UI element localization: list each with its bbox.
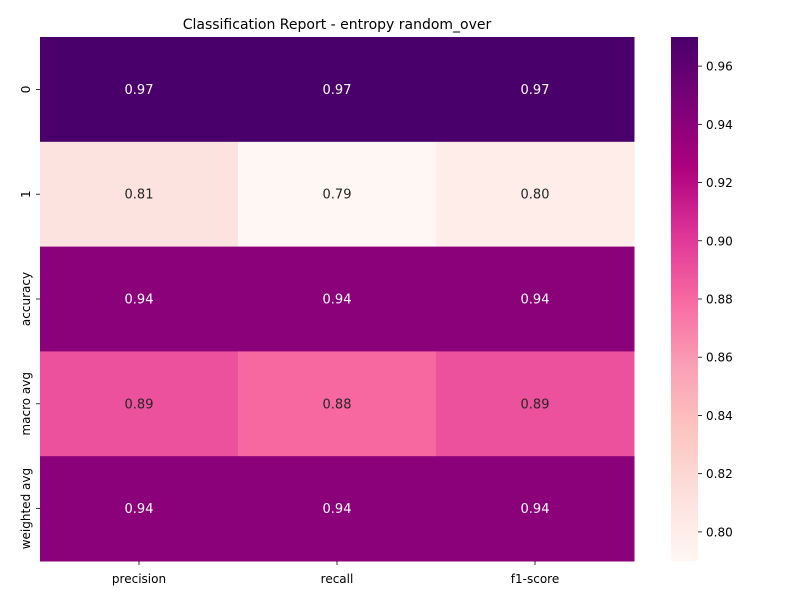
column-label: precision: [112, 572, 166, 586]
cell-value-label: 0.94: [521, 293, 550, 308]
row-label: accuracy: [19, 272, 33, 326]
heatmap-cell: [238, 351, 437, 457]
colorbar-tick-label: 0.96: [706, 60, 733, 74]
cell-value-label: 0.80: [521, 188, 550, 203]
cell-value-label: 0.97: [323, 83, 352, 98]
cell-value-label: 0.88: [323, 397, 352, 412]
cell-value-label: 0.89: [125, 397, 154, 412]
heatmap-cell: [40, 141, 239, 248]
column-label: recall: [321, 572, 354, 586]
cell-value-label: 0.94: [521, 502, 550, 517]
column-labels: precision recall f1-score: [112, 561, 559, 586]
chart-title: Classification Report - entropy random_o…: [183, 17, 492, 33]
colorbar-tick-label: 0.84: [706, 409, 733, 423]
cell-value-label: 0.94: [125, 502, 154, 517]
colorbar-gradient: [671, 37, 698, 561]
heatmap-cell: [40, 456, 239, 562]
heatmap-cells: 0.97 0.97 0.97 0.81 0.79 0.80 0.94 0.94 0.94 0.89…: [40, 37, 635, 562]
heatmap-cell: [40, 351, 239, 457]
cell-value-label: 0.97: [521, 83, 550, 98]
heatmap-cell: [436, 456, 635, 562]
colorbar: 0.80 0.82 0.84 0.86 0.88 0.90 0.92 0.94 0.96: [671, 37, 733, 561]
heatmap-cell: [436, 246, 635, 352]
cell-value-label: 0.79: [323, 188, 352, 203]
heatmap-cell: [436, 351, 635, 457]
row-labels: 0 1 accuracy macro avg weighted avg: [19, 86, 40, 549]
column-label: f1-score: [511, 572, 559, 586]
heatmap-cell: [436, 37, 635, 143]
colorbar-tick-label: 0.92: [706, 176, 733, 190]
row-label: 0: [19, 86, 33, 94]
heatmap-cell: [238, 37, 437, 143]
colorbar-tick-label: 0.88: [706, 293, 733, 307]
row-label: 1: [19, 190, 33, 198]
colorbar-tick-label: 0.90: [706, 234, 733, 248]
heatmap-cell: [40, 37, 239, 143]
row-label: macro avg: [19, 372, 33, 436]
heatmap-cell: [40, 246, 239, 352]
cell-value-label: 0.94: [125, 293, 154, 308]
heatmap-cell: [238, 141, 437, 248]
colorbar-ticks: 0.80 0.82 0.84 0.86 0.88 0.90 0.92 0.94 0.96: [698, 60, 733, 539]
heatmap-cell: [238, 246, 437, 352]
cell-value-label: 0.97: [125, 83, 154, 98]
colorbar-tick-label: 0.82: [706, 467, 733, 481]
row-label: weighted avg: [19, 468, 33, 549]
cell-value-label: 0.89: [521, 397, 550, 412]
cell-value-label: 0.94: [323, 293, 352, 308]
heatmap-cell: [238, 456, 437, 562]
cell-value-label: 0.94: [323, 502, 352, 517]
colorbar-tick-label: 0.86: [706, 351, 733, 365]
colorbar-tick-label: 0.80: [706, 525, 733, 539]
colorbar-tick-label: 0.94: [706, 118, 733, 132]
heatmap-cell: [436, 141, 635, 248]
cell-value-label: 0.81: [125, 188, 154, 203]
